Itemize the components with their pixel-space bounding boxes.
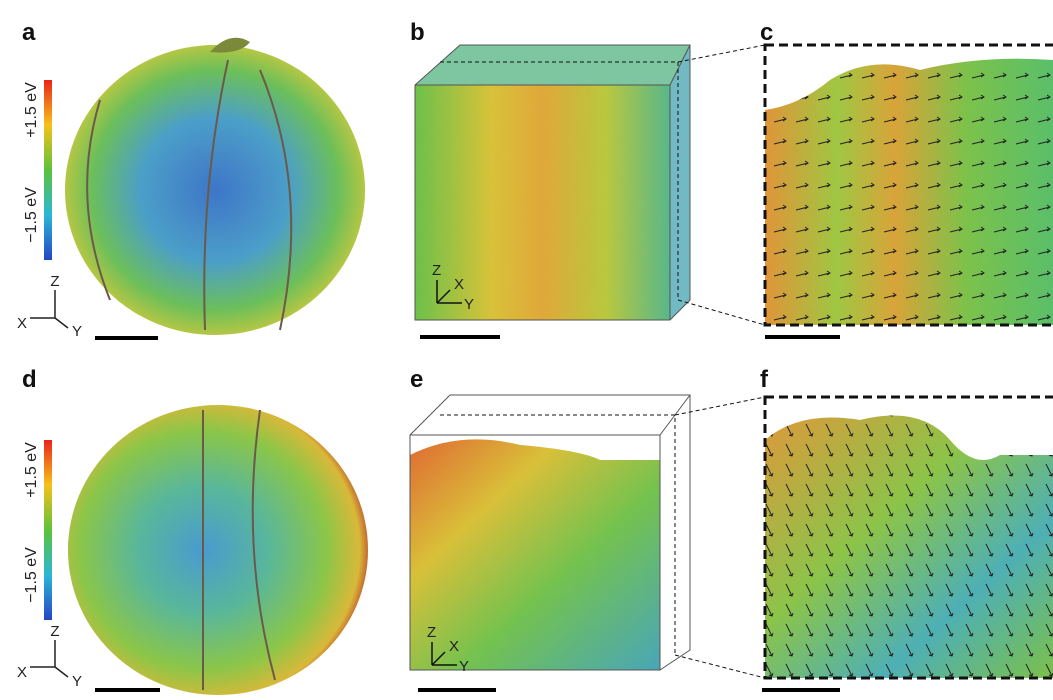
colorbar bbox=[44, 440, 52, 620]
axis-z: Z bbox=[50, 623, 59, 640]
cube-side bbox=[670, 45, 690, 320]
panel-label: e bbox=[410, 366, 423, 393]
cube-top bbox=[415, 45, 690, 85]
particle bbox=[65, 45, 365, 335]
axis-x: X bbox=[449, 638, 459, 655]
zoom-lines bbox=[678, 45, 765, 325]
axis-z: Z bbox=[427, 624, 436, 641]
axis-x: X bbox=[17, 664, 27, 681]
vector-field bbox=[765, 59, 1053, 325]
colorbar-bottom: −1.5 eV bbox=[23, 187, 40, 243]
figure: a +1.5 eV −1.5 eV Z X Y b Z X Y c d bbox=[0, 0, 1053, 700]
vector-field bbox=[765, 416, 1053, 679]
axis-y: Y bbox=[72, 673, 82, 690]
axis-x: X bbox=[454, 276, 464, 293]
cube-front bbox=[410, 439, 660, 670]
panel-b: b Z X Y bbox=[410, 19, 765, 337]
panel-d: d +1.5 eV −1.5 eV Z X Y bbox=[17, 366, 368, 695]
panel-a: a +1.5 eV −1.5 eV Z X Y bbox=[17, 19, 365, 340]
particle bbox=[68, 405, 368, 695]
axis-z: Z bbox=[432, 262, 441, 279]
panel-c: c bbox=[760, 19, 1053, 337]
axis-triad bbox=[30, 640, 68, 677]
panel-e: e Z X Y bbox=[410, 366, 765, 690]
axis-y: Y bbox=[72, 323, 82, 340]
colorbar-top: +1.5 eV bbox=[23, 442, 40, 498]
colorbar-bottom: −1.5 eV bbox=[23, 547, 40, 603]
axis-y: Y bbox=[459, 658, 469, 675]
panel-label: a bbox=[22, 19, 36, 46]
axis-z: Z bbox=[50, 273, 59, 290]
panel-label: b bbox=[410, 19, 425, 46]
panel-label: c bbox=[760, 19, 773, 46]
axis-y: Y bbox=[464, 296, 474, 313]
panel-f: f bbox=[760, 366, 1053, 690]
colorbar-top: +1.5 eV bbox=[23, 82, 40, 138]
axis-triad bbox=[30, 290, 68, 328]
panel-label: f bbox=[760, 366, 769, 393]
zoom-lines bbox=[675, 397, 765, 678]
colorbar bbox=[44, 80, 52, 260]
axis-x: X bbox=[17, 315, 27, 332]
panel-label: d bbox=[22, 366, 37, 393]
